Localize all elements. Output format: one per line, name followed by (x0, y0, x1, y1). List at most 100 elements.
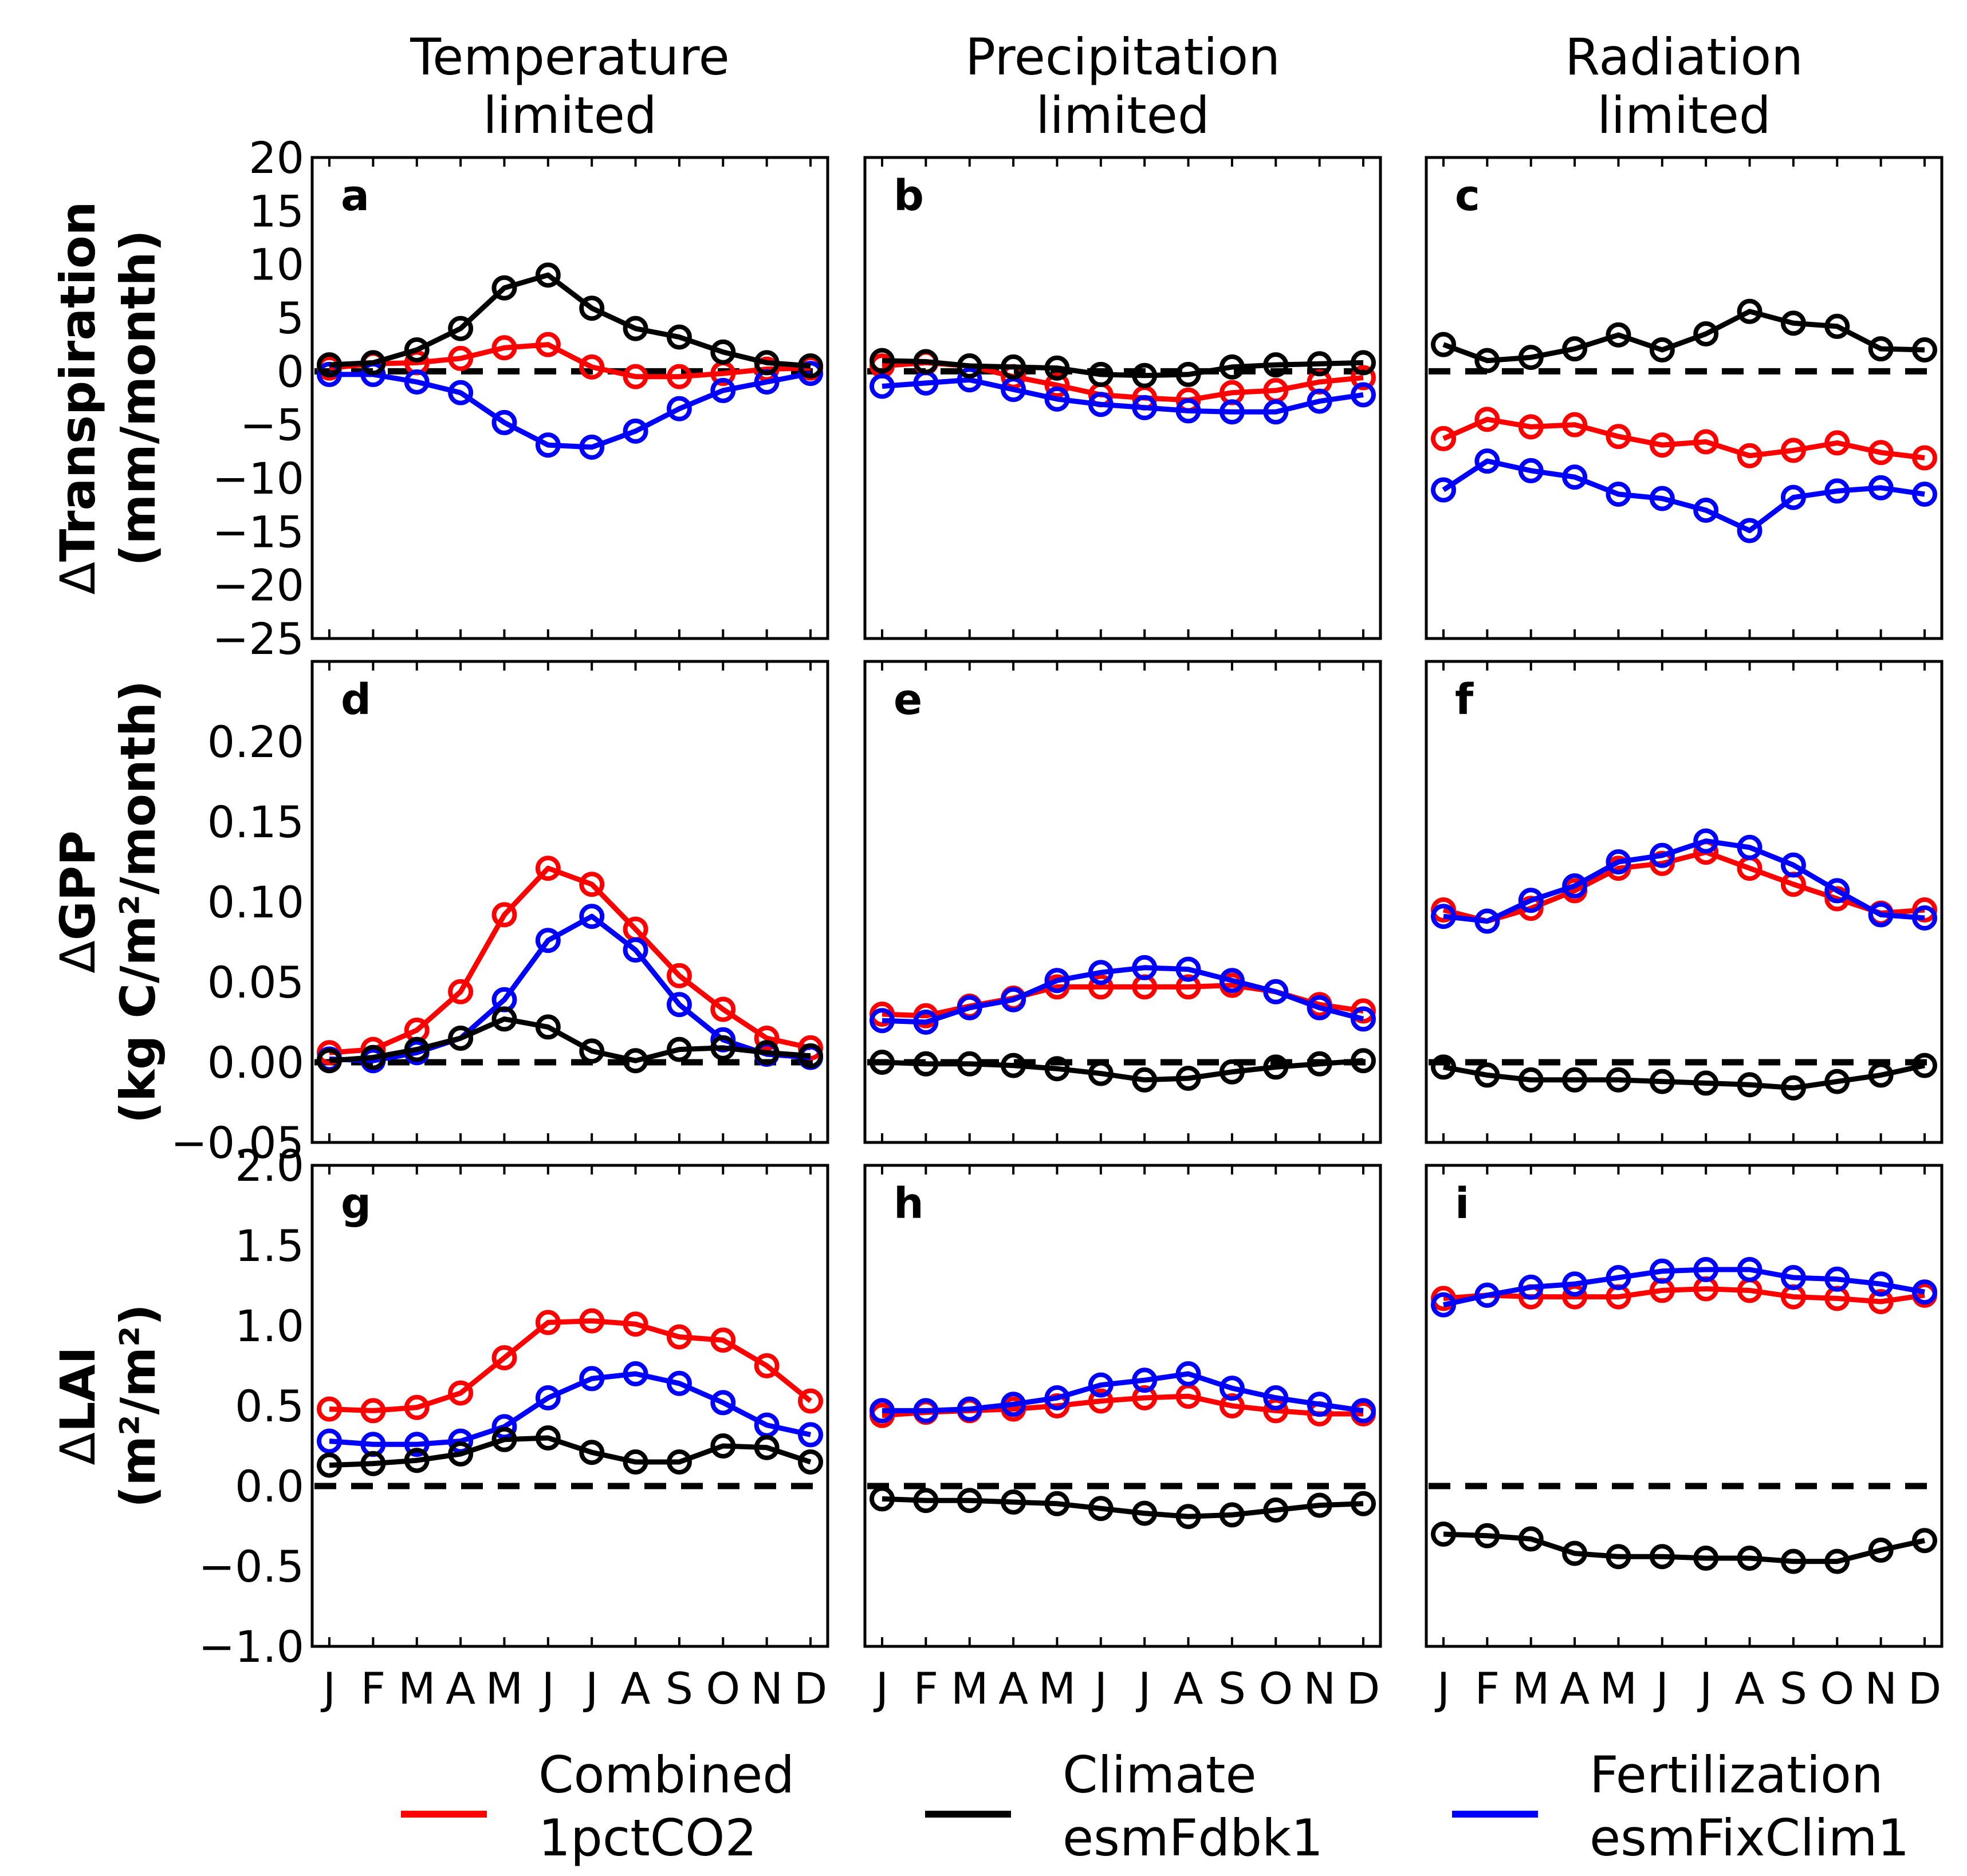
panel-c-combined-point-11 (1868, 440, 1894, 466)
panel-a-combined-line (329, 342, 811, 380)
panel-a-fertilization-point-12 (798, 361, 823, 387)
panel-a-climate-point-8 (623, 316, 648, 341)
x-tick-label-3-1: J (1435, 1663, 1450, 1714)
x-tick-label-2-11: N (1303, 1663, 1336, 1714)
panel-d-climate-point-11 (754, 1040, 780, 1066)
y-label-row-1-unit: (mm/month) (110, 230, 166, 566)
panel-e-climate-point-11 (1307, 1051, 1332, 1077)
panel-a-climate-point-9 (666, 324, 692, 350)
panel-a-climate-point-11 (754, 350, 780, 376)
y-label-row-2-name: ΔGPP (50, 830, 106, 974)
panel-g-fertilization-point-6 (535, 1385, 561, 1410)
panel-g-combined-point-11 (754, 1353, 780, 1378)
panel-h-climate-point-7 (1132, 1500, 1158, 1526)
panel-g-climate-point-11 (754, 1434, 780, 1460)
panel-c-climate-point-2 (1474, 348, 1500, 373)
panel-i-climate-point-2 (1474, 1523, 1500, 1548)
panel-f-climate-point-12 (1912, 1053, 1937, 1078)
panel-e-combined-point-6 (1088, 974, 1114, 1000)
panel-a-combined-point-7 (579, 354, 605, 380)
panel-i-climate-point-9 (1780, 1548, 1806, 1574)
panel-c-combined-point-6 (1649, 432, 1675, 458)
panel-c-combined-point-2 (1474, 407, 1500, 432)
panel-d-climate-point-1 (317, 1048, 342, 1074)
panel-h-fertilization-point-4 (1001, 1392, 1026, 1417)
panel-e-fertilization-point-7 (1132, 955, 1158, 980)
panel-g-combined-point-5 (491, 1345, 517, 1370)
panel-i-climate-point-10 (1824, 1548, 1850, 1574)
panel-i-fertilization-point-12 (1912, 1279, 1937, 1305)
y-label-row-2-unit: (kg C/m²/month) (110, 680, 166, 1124)
panel-e-frame (863, 660, 1382, 1144)
panel-b-combined-point-12 (1351, 365, 1376, 391)
legend-climate-experiment: esmFdbk1 (1063, 1808, 1323, 1867)
panel-c-combined-point-8 (1737, 443, 1763, 468)
panel-i-fertilization-point-6 (1649, 1258, 1675, 1284)
x-tick-label-3-12: D (1908, 1663, 1942, 1714)
panel-d-fertilization-point-6 (535, 928, 561, 953)
column-title-1-line2: limited (483, 86, 657, 145)
panel-b-climate-point-6 (1088, 361, 1114, 387)
panel-g-climate-point-5 (491, 1426, 517, 1452)
x-tick-label-1-2: F (361, 1663, 386, 1714)
x-tick-label-1-7: J (583, 1663, 598, 1714)
panel-f-climate-point-5 (1606, 1067, 1631, 1093)
panel-f-climate-point-1 (1431, 1054, 1456, 1080)
panel-i-climate-point-5 (1606, 1544, 1631, 1570)
panel-b-fertilization-point-1 (870, 373, 895, 399)
panel-d-combined-point-9 (666, 963, 692, 988)
panel-e-fertilization-point-8 (1175, 956, 1201, 982)
panel-b-fertilization-point-6 (1088, 392, 1114, 417)
y-tick-label-row-1-1: −20 (213, 560, 304, 611)
panel-h-fertilization-point-3 (957, 1396, 982, 1422)
panel-c-climate-point-1 (1431, 332, 1456, 357)
panel-c-combined-point-7 (1693, 429, 1719, 455)
x-tick-label-2-4: A (998, 1663, 1028, 1714)
panel-letter-d: d (341, 675, 371, 724)
y-label-row-1-delta: Δ (50, 562, 106, 594)
panel-g-combined-point-1 (317, 1396, 342, 1422)
panel-h-fertilization-point-10 (1263, 1385, 1289, 1410)
panel-d-combined-point-4 (448, 979, 474, 1004)
panel-d-climate-point-2 (360, 1045, 386, 1070)
panel-a-fertilization-line (329, 371, 811, 450)
panel-e-climate-point-10 (1263, 1054, 1289, 1080)
panel-c-combined-point-4 (1562, 412, 1588, 438)
panel-f-fertilization-point-1 (1431, 904, 1456, 929)
y-tick-label-row-3-2: 0.0 (235, 1461, 304, 1512)
y-tick-label-row-3-6: 2.0 (235, 1140, 304, 1191)
panel-h-combined-point-6 (1088, 1388, 1114, 1414)
panel-c-combined-point-12 (1912, 445, 1937, 471)
x-tick-label-3-11: N (1864, 1663, 1897, 1714)
panel-b-fertilization-point-8 (1175, 398, 1201, 424)
panel-a-climate-point-4 (448, 316, 474, 341)
panel-g-combined-point-3 (404, 1394, 430, 1420)
panel-c-combined-point-5 (1606, 424, 1631, 450)
panel-f-fertilization-point-4 (1562, 873, 1588, 898)
panel-c-combined-point-9 (1780, 438, 1806, 463)
panel-h-fertilization-point-5 (1044, 1385, 1070, 1410)
panel-b-climate-point-3 (957, 353, 982, 379)
panel-i-fertilization-line (1443, 1267, 1925, 1307)
y-label-row-2-text: GPP (50, 830, 106, 940)
panel-d-combined-point-10 (710, 996, 736, 1022)
panel-b-fertilization-point-10 (1263, 399, 1289, 425)
y-label-row-1-name: ΔTranspiration (50, 202, 106, 595)
panel-b-fertilization-point-12 (1351, 382, 1376, 408)
panel-e-climate-point-8 (1175, 1066, 1201, 1091)
panel-letter-e: e (894, 675, 922, 724)
panel-b-climate-point-7 (1132, 362, 1158, 388)
panel-letter-i: i (1455, 1179, 1469, 1228)
panel-i-fertilization-point-10 (1824, 1266, 1850, 1292)
panel-c-fertilization-point-3 (1518, 458, 1544, 483)
panel-g-climate-point-7 (579, 1440, 605, 1465)
panel-h-climate-point-1 (870, 1486, 895, 1512)
panel-d-combined-point-5 (491, 902, 517, 928)
panel-c-climate-point-12 (1912, 337, 1937, 362)
panel-e-fertilization-point-10 (1263, 979, 1289, 1004)
panel-c-fertilization-point-4 (1562, 464, 1588, 490)
panel-b-fertilization-point-3 (957, 367, 982, 393)
panel-b-fertilization-point-5 (1044, 386, 1070, 412)
panel-d-combined-point-12 (798, 1035, 823, 1061)
panel-h-climate-point-8 (1175, 1504, 1201, 1530)
